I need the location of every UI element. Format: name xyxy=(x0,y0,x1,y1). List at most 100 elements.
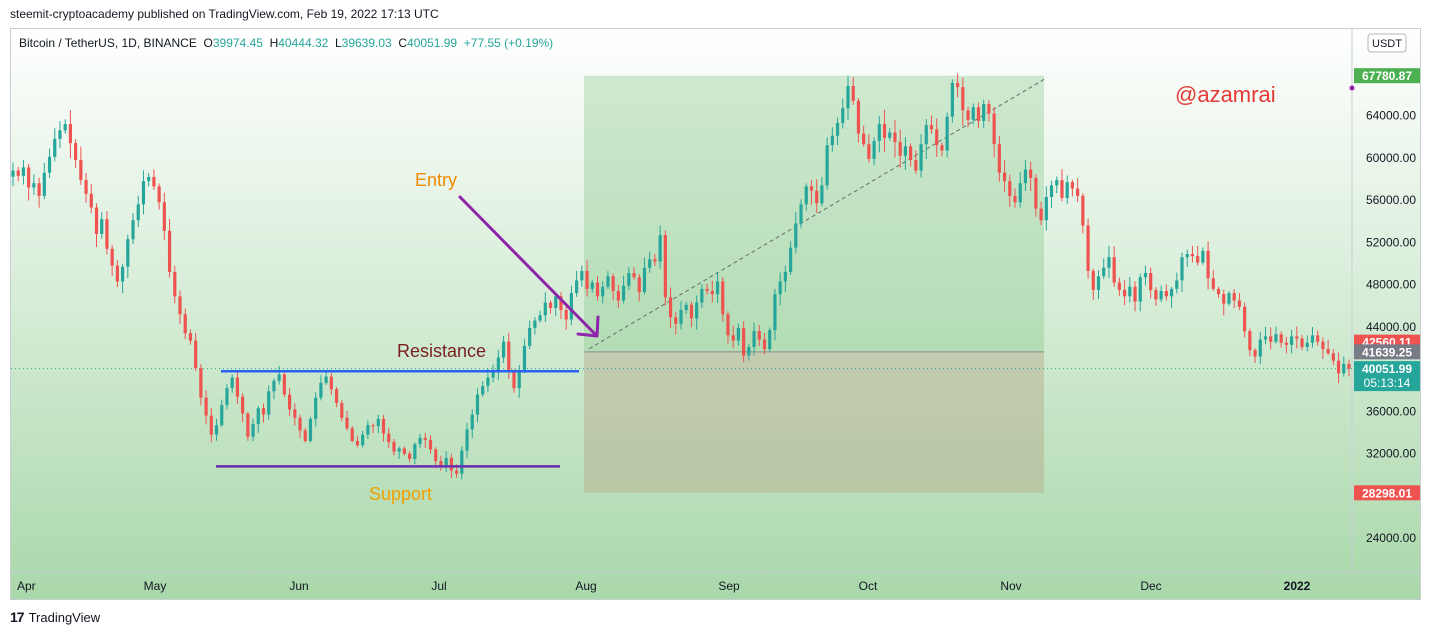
y-tick-label-5: 44000.00 xyxy=(1366,320,1416,334)
candle-body xyxy=(1034,177,1038,209)
candle-body xyxy=(1295,336,1299,339)
candle-body xyxy=(136,204,140,221)
footer-brand[interactable]: TradingView xyxy=(28,609,101,625)
price-badge-bg xyxy=(1354,485,1420,501)
price-badge-value: 41639.25 xyxy=(1362,345,1412,359)
candle-body xyxy=(1232,293,1236,301)
candle-body xyxy=(287,394,292,410)
candle-body xyxy=(1044,196,1048,221)
candle-body xyxy=(971,107,975,120)
candle-body xyxy=(16,170,20,176)
target-path-line xyxy=(588,77,1048,350)
candle-body xyxy=(762,339,767,350)
candle-body xyxy=(298,417,302,431)
candle-body xyxy=(976,107,981,121)
candle-body xyxy=(1149,273,1153,290)
candle-body xyxy=(1065,182,1069,199)
candle-body xyxy=(47,156,52,173)
tradingview-logo-icon: 17 xyxy=(10,609,25,625)
legend-high: 40444.32 xyxy=(278,36,335,50)
price-chart[interactable]: 24000.0028000.0032000.0036000.0040000.00… xyxy=(11,29,1421,600)
candle-body xyxy=(543,302,547,316)
entry-arrow-head xyxy=(576,315,600,338)
candle-body xyxy=(115,265,119,282)
candle-body xyxy=(778,281,782,295)
candle-body xyxy=(1128,286,1132,297)
candle-body xyxy=(721,281,725,315)
watermark-text: @azamrai xyxy=(1175,82,1276,107)
x-tick-label-4: Aug xyxy=(575,579,596,593)
price-badge-bg xyxy=(1354,68,1420,84)
currency-button[interactable]: USDT xyxy=(1367,33,1407,53)
footer: 17 TradingView xyxy=(10,609,100,625)
candle-body xyxy=(1169,288,1174,297)
candle-body xyxy=(126,239,130,267)
candle-body xyxy=(820,185,824,204)
candle-body xyxy=(345,417,349,429)
candle-body xyxy=(595,282,600,297)
candle-body xyxy=(1305,342,1309,347)
candle-body xyxy=(940,145,944,151)
candle-body xyxy=(674,317,678,324)
legend-close-label: C xyxy=(398,36,407,50)
candle-body xyxy=(449,457,453,471)
candle-body xyxy=(371,425,375,427)
candle-body xyxy=(350,428,354,442)
entry-label: Entry xyxy=(415,170,457,190)
candle-body xyxy=(1102,267,1106,277)
candle-body xyxy=(256,408,260,425)
candle-body xyxy=(199,368,203,398)
candle-body xyxy=(961,87,965,111)
candle-body xyxy=(1336,360,1341,374)
candle-body xyxy=(27,167,31,188)
x-tick-label-1: May xyxy=(144,579,167,593)
candle-body xyxy=(324,376,328,383)
candle-body xyxy=(11,170,15,177)
price-badge-0: 67780.87 xyxy=(1354,68,1420,84)
candle-body xyxy=(167,230,172,272)
candle-body xyxy=(1154,289,1158,300)
legend-symbol: Bitcoin / TetherUS, 1D, BINANCE xyxy=(19,36,204,50)
candle-body xyxy=(1175,280,1179,289)
candle-body xyxy=(517,370,521,389)
candle-body xyxy=(548,302,553,308)
candle-body xyxy=(1227,293,1231,304)
price-badge-bg xyxy=(1354,361,1420,392)
candle-body xyxy=(715,281,720,295)
candle-body xyxy=(42,172,46,196)
candle-body xyxy=(710,290,714,295)
candle-body xyxy=(481,386,485,395)
legend-change: +77.55 (+0.19%) xyxy=(464,36,553,50)
chart-frame[interactable]: 24000.0028000.0032000.0036000.0040000.00… xyxy=(10,28,1421,600)
candle-body xyxy=(611,276,615,291)
candle-body xyxy=(188,333,193,341)
candle-body xyxy=(1196,256,1200,263)
candle-body xyxy=(220,405,224,426)
candle-body xyxy=(689,304,694,319)
candle-body xyxy=(585,270,589,289)
candle-body xyxy=(783,271,787,282)
candles xyxy=(11,73,1351,480)
candle-body xyxy=(637,277,641,293)
candle-body xyxy=(261,408,266,415)
candle-body xyxy=(491,371,495,378)
y-tick-label-7: 52000.00 xyxy=(1366,235,1416,249)
candle-body xyxy=(1081,195,1085,226)
candle-body xyxy=(1117,282,1121,290)
x-tick-label-6: Oct xyxy=(859,579,878,593)
candle-body xyxy=(982,104,986,121)
y-tick-label-2: 32000.00 xyxy=(1366,447,1416,461)
candle-body xyxy=(157,186,161,203)
currency-button-label: USDT xyxy=(1372,38,1402,50)
candle-body xyxy=(1190,254,1195,257)
candle-body xyxy=(209,415,213,435)
candle-body xyxy=(929,125,934,130)
candle-body xyxy=(439,461,443,467)
candle-body xyxy=(882,124,887,138)
x-tick-label-7: Nov xyxy=(1000,579,1021,593)
candle-body xyxy=(684,304,688,311)
candle-body xyxy=(183,314,187,334)
candle-body xyxy=(272,380,276,392)
candle-body xyxy=(413,444,417,459)
candle-body xyxy=(1076,188,1080,196)
